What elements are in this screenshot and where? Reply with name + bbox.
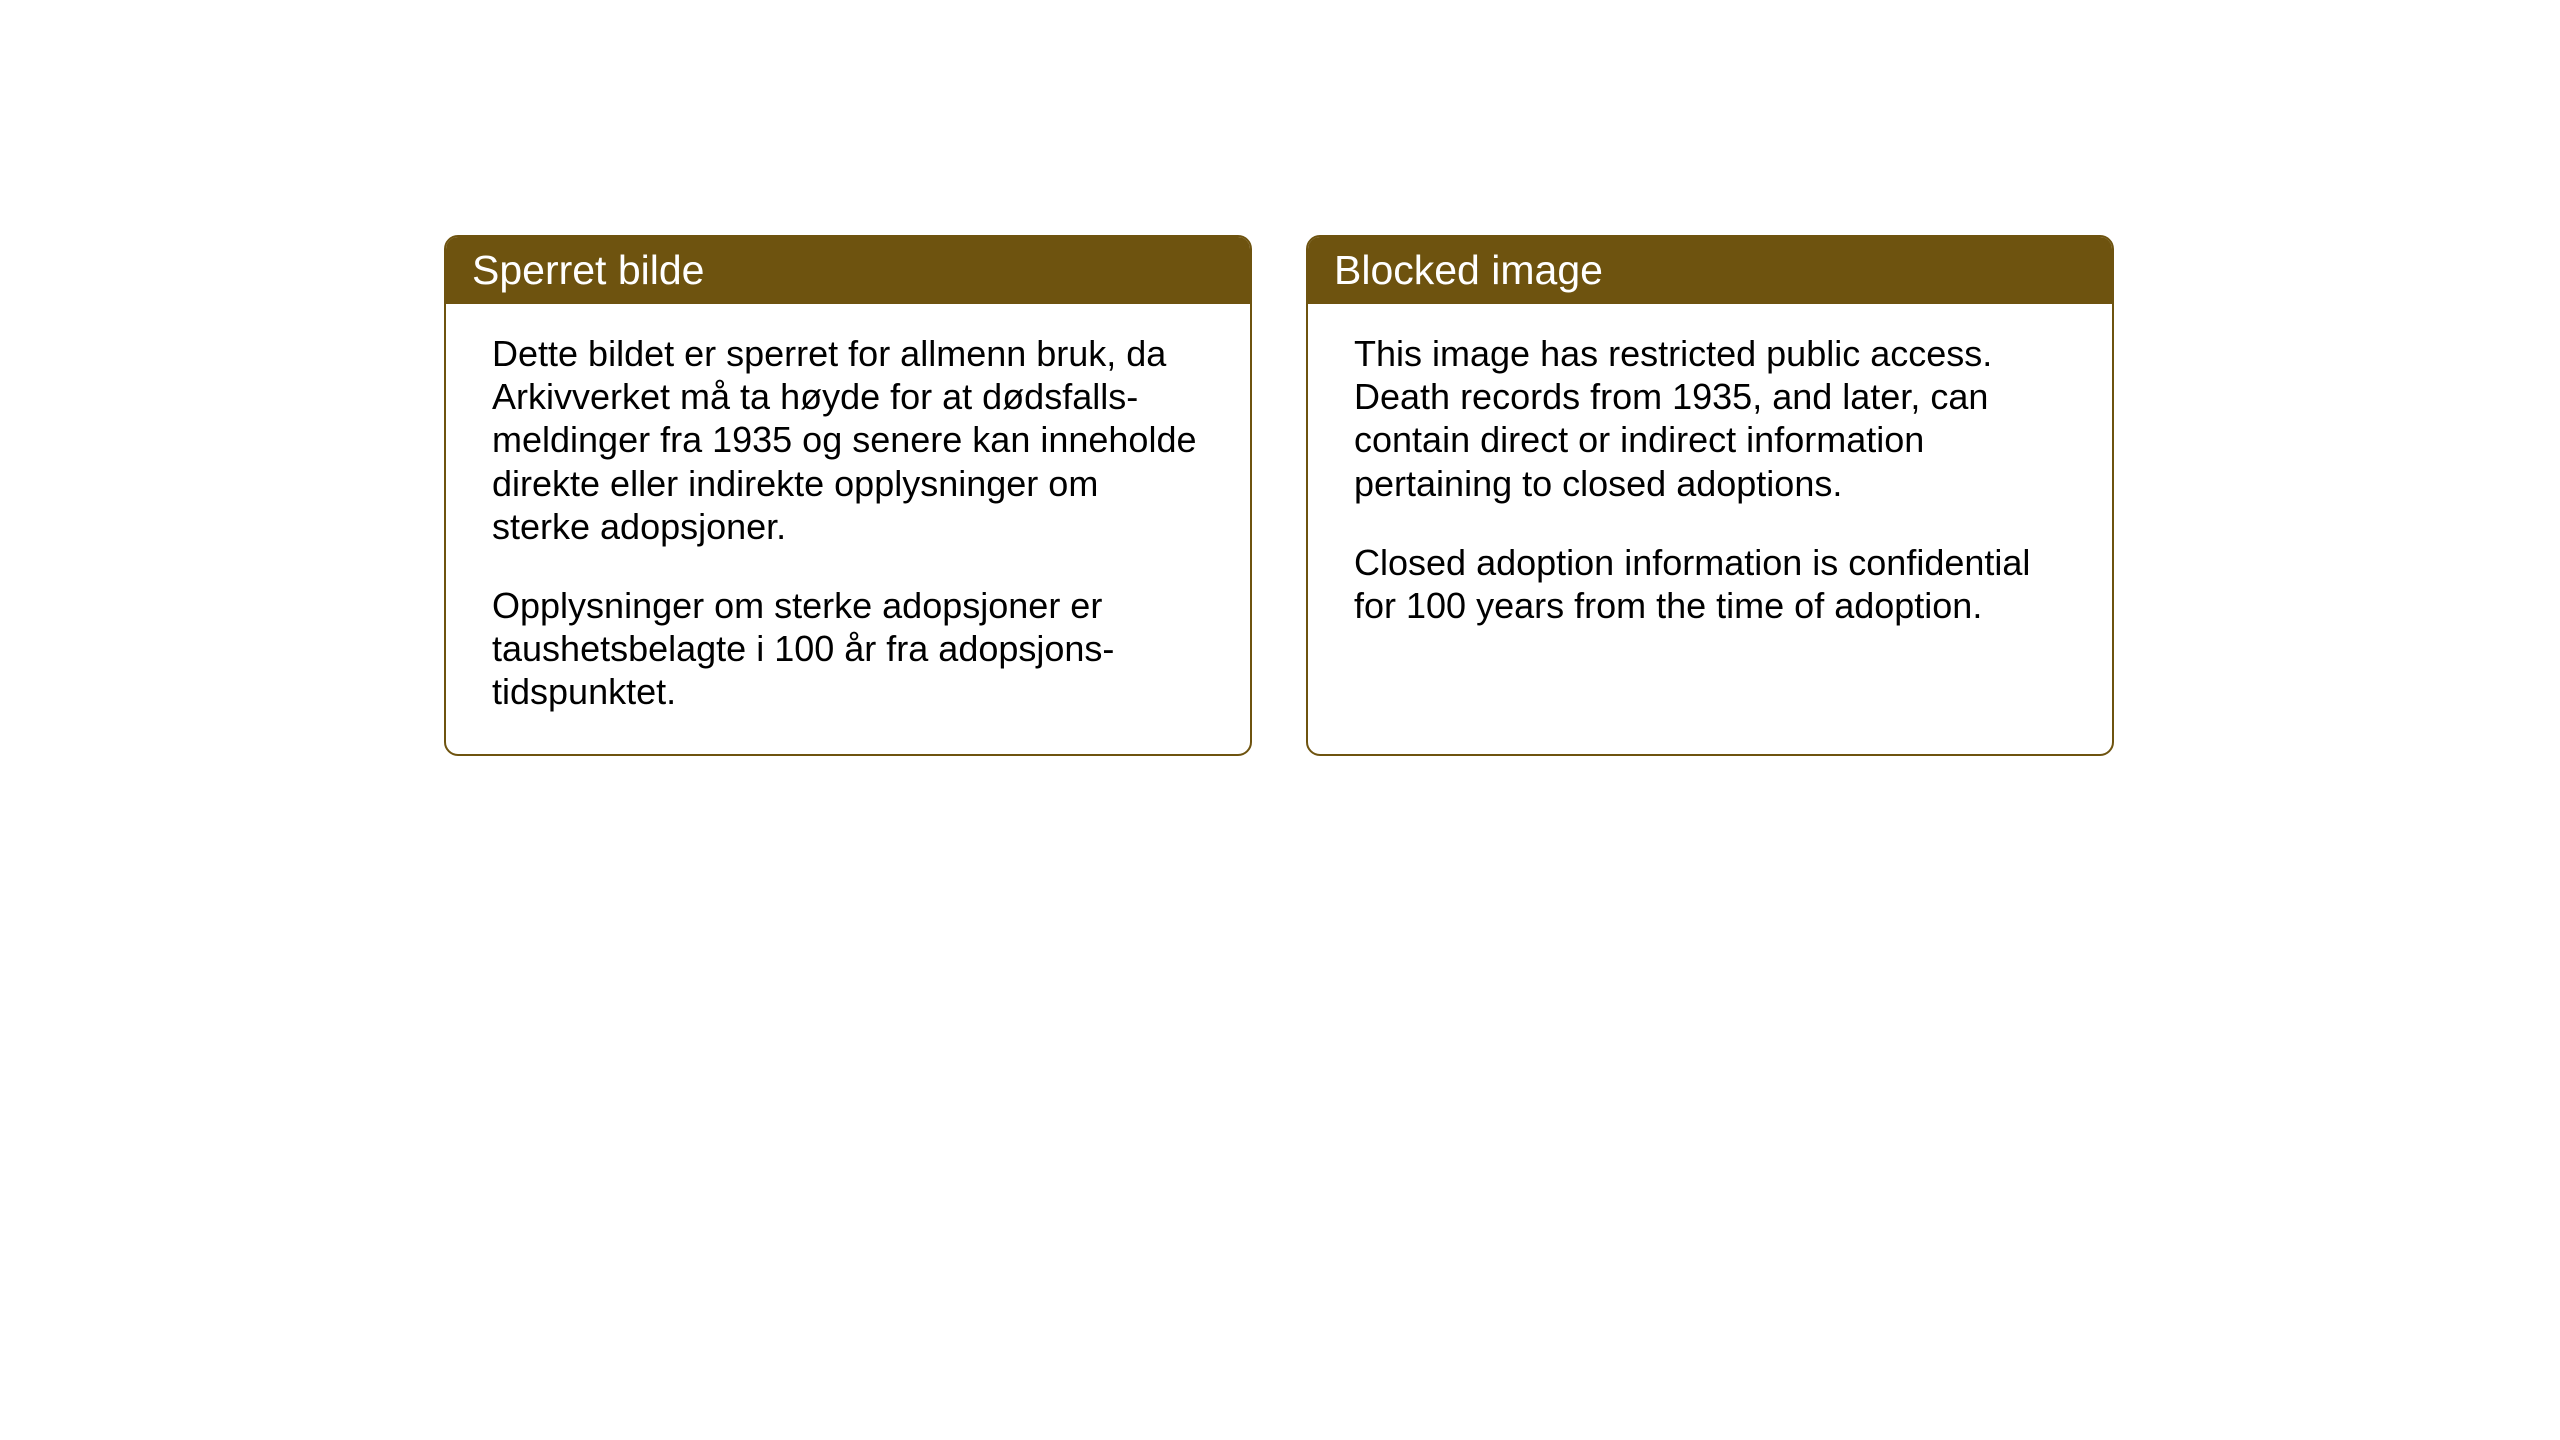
notices-container: Sperret bilde Dette bildet er sperret fo… [444,235,2114,756]
notice-header-english: Blocked image [1308,237,2112,304]
notice-paragraph: Closed adoption information is confident… [1354,541,2066,627]
notice-body-norwegian: Dette bildet er sperret for allmenn bruk… [446,304,1250,754]
notice-paragraph: This image has restricted public access.… [1354,332,2066,505]
notice-paragraph: Dette bildet er sperret for allmenn bruk… [492,332,1204,548]
notice-header-norwegian: Sperret bilde [446,237,1250,304]
notice-body-english: This image has restricted public access.… [1308,304,2112,734]
notice-box-english: Blocked image This image has restricted … [1306,235,2114,756]
notice-paragraph: Opplysninger om sterke adopsjoner er tau… [492,584,1204,714]
notice-box-norwegian: Sperret bilde Dette bildet er sperret fo… [444,235,1252,756]
